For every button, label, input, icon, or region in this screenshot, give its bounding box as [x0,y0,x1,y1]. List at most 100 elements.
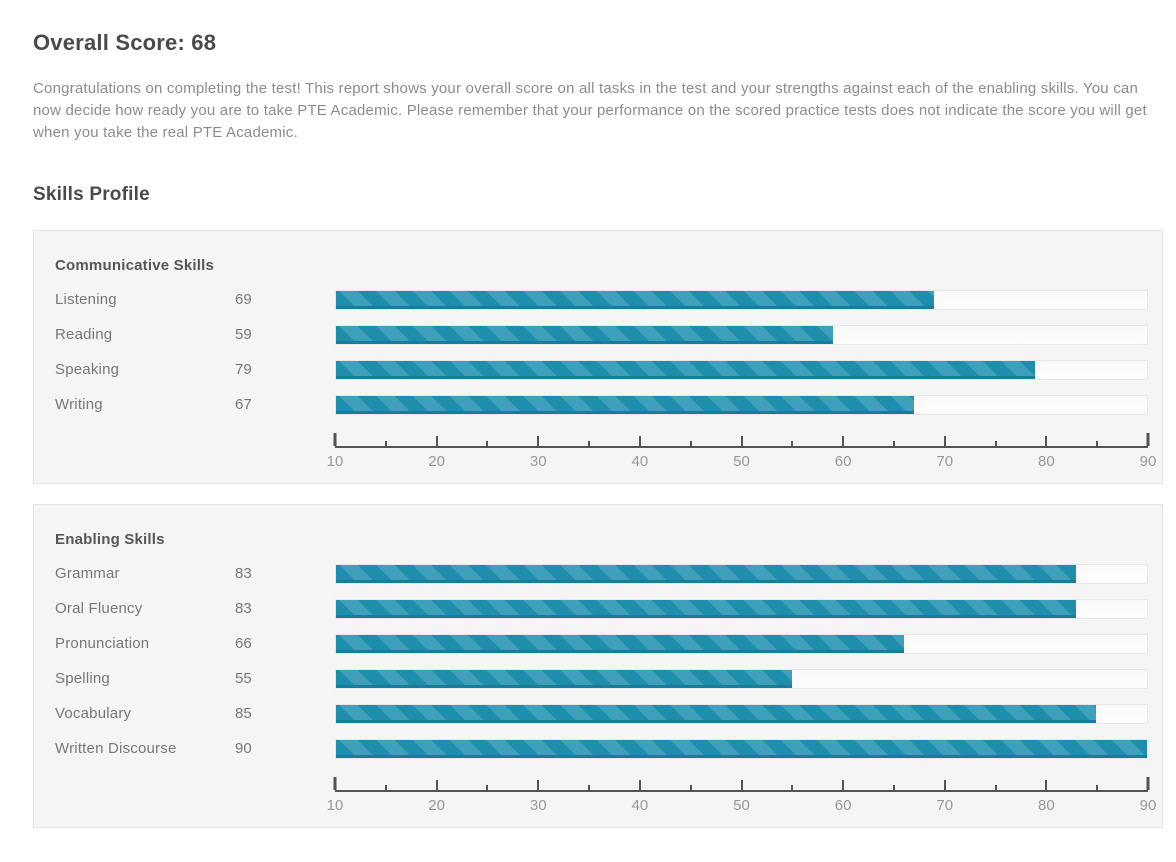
chart-title: Communicative Skills [55,257,215,274]
x-axis-labels: 10 20 30 40 50 60 70 80 90 [327,797,1157,817]
axis-tick [740,436,743,446]
bar-track [335,738,1148,759]
axis-tick [435,436,438,446]
skill-value: 85 [235,705,252,722]
enabling-skills-panel: Enabling Skills Grammar 83 Oral Fluency 83 Pr… [33,504,1163,828]
axis-tick [1146,433,1150,446]
axis-tick-label: 10 [326,453,344,470]
axis-tick-label: 30 [529,797,547,814]
skill-label: Writing [55,396,103,413]
skill-label: Oral Fluency [55,600,143,617]
skill-value: 59 [235,326,252,343]
axis-tick [689,785,692,790]
skill-row: Oral Fluency 83 [55,591,1148,626]
skill-value: 79 [235,361,252,378]
axis-tick [791,441,794,446]
skill-label: Vocabulary [55,705,132,722]
axis-tick-label: 90 [1139,797,1157,814]
axis-tick [791,785,794,790]
axis-tick [384,785,387,790]
skill-row: Speaking 79 [55,352,1148,387]
axis-tick [486,785,489,790]
axis-tick [994,441,997,446]
skill-row: Spelling 55 [55,661,1148,696]
skill-row: Vocabulary 85 [55,696,1148,731]
bar-fill [336,599,1077,618]
bar-fill [336,360,1036,379]
skill-label: Grammar [55,565,120,582]
skill-value: 66 [235,635,252,652]
axis-tick [1045,436,1048,446]
bar-fill [336,634,904,653]
skill-row: Writing 67 [55,387,1148,422]
axis-tick [638,436,641,446]
axis-tick [588,441,591,446]
bar-track [335,359,1148,380]
axis-tick-label: 60 [834,453,852,470]
skill-label: Pronunciation [55,635,150,652]
bar-fill [336,290,935,309]
axis-tick-label: 50 [733,453,750,470]
axis-tick-label: 20 [428,797,445,814]
skill-value: 67 [235,396,252,413]
bar-fill [336,395,914,414]
skill-value: 55 [235,670,252,687]
axis-tick [689,441,692,446]
axis-tick-label: 80 [1038,797,1055,814]
axis-tick-label: 70 [936,453,954,470]
bar-fill [336,325,833,344]
axis-tick [892,441,895,446]
axis-tick [1045,780,1048,790]
bar-fill [336,739,1147,758]
skill-row: Pronunciation 66 [55,626,1148,661]
axis-tick [842,780,845,790]
bar-track [335,633,1148,654]
axis-tick [943,780,946,790]
bar-track [335,324,1148,345]
skill-label: Reading [55,326,113,343]
axis-tick-label: 60 [834,797,852,814]
bar-track [335,289,1148,310]
axis-tick [384,441,387,446]
axis-tick-label: 50 [733,797,750,814]
report-description: Congratulations on completing the test! … [33,80,1147,141]
skill-label: Listening [55,291,117,308]
axis-tick-label: 70 [936,797,954,814]
skill-value: 90 [235,740,252,757]
axis-tick-label: 40 [631,797,649,814]
axis-tick [1096,785,1099,790]
axis-tick [842,436,845,446]
x-axis-area: 10 20 30 40 50 60 70 80 90 [327,433,1157,473]
axis-tick [333,433,337,446]
skill-row: Grammar 83 [55,556,1148,591]
axis-tick [740,780,743,790]
axis-tick [994,785,997,790]
skill-label: Spelling [55,670,110,687]
axis-tick [537,436,540,446]
bar-track [335,668,1148,689]
skill-row: Reading 59 [55,317,1148,352]
x-axis-area: 10 20 30 40 50 60 70 80 90 [327,777,1157,817]
skill-value: 83 [235,565,252,582]
axis-tick [1146,777,1150,790]
axis-tick [892,785,895,790]
bar-track [335,563,1148,584]
axis-tick [1096,441,1099,446]
axis-tick [588,785,591,790]
axis-tick [943,436,946,446]
skill-value: 83 [235,600,252,617]
axis-tick-label: 10 [326,797,344,814]
axis-tick [486,441,489,446]
bar-fill [336,704,1097,723]
x-axis-labels: 10 20 30 40 50 60 70 80 90 [327,453,1157,473]
axis-tick-label: 90 [1139,453,1157,470]
bar-fill [336,564,1077,583]
axis-tick [638,780,641,790]
bar-fill [336,669,793,688]
axis-tick [435,780,438,790]
axis-tick-label: 20 [428,453,445,470]
bar-track [335,394,1148,415]
skill-value: 69 [235,291,252,308]
axis-tick-label: 80 [1038,453,1055,470]
